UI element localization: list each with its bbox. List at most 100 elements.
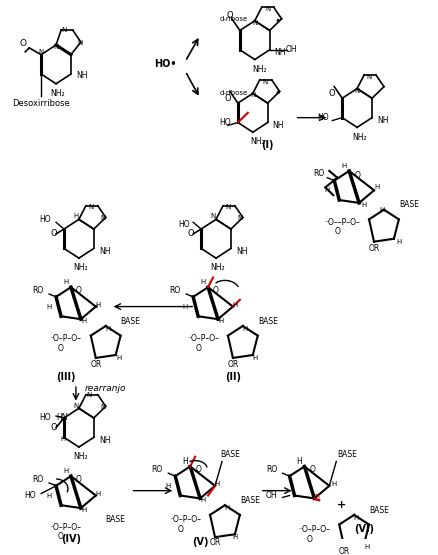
Text: H: H: [81, 318, 86, 324]
Text: H: H: [165, 483, 170, 489]
Text: +: +: [336, 500, 345, 510]
Text: H: H: [63, 468, 68, 475]
Text: •: •: [274, 88, 280, 98]
Text: H: H: [46, 492, 52, 498]
Text: N: N: [237, 215, 242, 221]
Text: O: O: [226, 12, 233, 21]
Text: NH: NH: [274, 48, 286, 57]
Text: ⁻O–P–O–: ⁻O–P–O–: [50, 334, 82, 343]
Text: O: O: [328, 89, 335, 98]
Text: OH: OH: [285, 46, 297, 54]
Text: HO•: HO•: [154, 59, 176, 69]
Text: H: H: [46, 304, 52, 310]
Text: H: H: [214, 481, 219, 487]
Text: RO: RO: [266, 465, 277, 474]
Text: NH₂: NH₂: [351, 133, 366, 142]
Text: O: O: [58, 344, 64, 353]
Text: H: H: [324, 188, 329, 193]
Text: OR: OR: [209, 537, 220, 547]
Text: NH: NH: [99, 247, 110, 256]
Text: N: N: [61, 27, 67, 33]
Text: Desoxirribose: Desoxirribose: [12, 99, 70, 108]
Text: RO: RO: [32, 286, 43, 295]
Text: HO: HO: [39, 413, 51, 422]
Text: H: H: [374, 184, 379, 190]
Text: H: H: [353, 515, 358, 521]
Text: BASE: BASE: [336, 450, 356, 460]
Text: N: N: [354, 88, 359, 94]
Text: N: N: [225, 204, 230, 210]
Text: N: N: [53, 44, 59, 50]
Text: OH: OH: [265, 491, 277, 500]
Text: O: O: [224, 94, 231, 103]
Text: H: H: [360, 202, 366, 208]
Text: N: N: [100, 405, 105, 410]
Text: H: H: [396, 239, 401, 245]
Text: O: O: [353, 171, 359, 180]
Text: O: O: [306, 534, 312, 543]
Text: O: O: [51, 229, 57, 239]
Text: H: H: [232, 534, 237, 540]
Text: HO: HO: [25, 491, 36, 500]
Text: NH₂: NH₂: [51, 89, 65, 98]
Text: H: H: [95, 301, 100, 307]
Text: H: H: [60, 436, 65, 442]
Text: OR: OR: [338, 547, 349, 555]
Text: BASE: BASE: [239, 496, 259, 505]
Text: BASE: BASE: [120, 316, 140, 326]
Text: H: H: [296, 457, 302, 466]
Text: N: N: [39, 49, 44, 55]
Text: H: H: [105, 326, 110, 332]
Text: O: O: [20, 38, 27, 48]
Text: N: N: [250, 92, 255, 98]
Text: NH: NH: [235, 247, 247, 256]
Text: H: H: [200, 279, 205, 285]
Text: HN: HN: [57, 413, 68, 422]
Text: RO: RO: [151, 465, 162, 474]
Text: H: H: [95, 491, 100, 497]
Text: O: O: [309, 465, 314, 474]
Text: ⁻O–P–O–: ⁻O–P–O–: [298, 525, 330, 534]
Text: H: H: [200, 497, 205, 503]
Text: NH₂: NH₂: [250, 138, 265, 147]
Text: HO: HO: [317, 113, 328, 122]
Text: NH: NH: [99, 436, 110, 445]
Text: H: H: [232, 301, 237, 307]
Text: RO: RO: [169, 286, 180, 295]
Text: NH: NH: [76, 72, 87, 80]
Text: N: N: [73, 403, 78, 410]
Text: O: O: [195, 344, 201, 353]
Text: O: O: [334, 228, 339, 236]
Text: NH₂: NH₂: [74, 452, 88, 461]
Text: •: •: [92, 301, 99, 311]
Text: •: •: [274, 16, 280, 26]
Text: RO: RO: [32, 475, 43, 483]
Text: H: H: [218, 318, 223, 324]
Text: O: O: [51, 423, 57, 432]
Text: OR: OR: [367, 244, 379, 253]
Text: H: H: [331, 481, 336, 487]
Text: NH₂: NH₂: [210, 263, 225, 273]
Text: BASE: BASE: [257, 316, 277, 326]
Text: (IV): (IV): [61, 534, 81, 544]
Text: H: H: [81, 507, 86, 513]
Text: H: H: [224, 505, 229, 511]
Text: O: O: [76, 475, 81, 483]
Text: H: H: [63, 279, 68, 285]
Text: O: O: [76, 286, 81, 295]
Text: H: H: [116, 355, 121, 361]
Text: NH₂: NH₂: [252, 65, 266, 74]
Text: H: H: [378, 206, 384, 213]
Text: ⁻O–P–O–: ⁻O–P–O–: [187, 334, 219, 343]
Text: OR: OR: [227, 360, 238, 369]
Text: d-ribose: d-ribose: [219, 16, 247, 22]
Text: (I): (I): [261, 140, 273, 150]
Text: H: H: [182, 457, 187, 466]
Text: N: N: [366, 74, 371, 80]
Text: BASE: BASE: [219, 450, 239, 460]
Text: (III): (III): [56, 372, 76, 382]
Text: H: H: [182, 304, 187, 310]
Text: RO: RO: [312, 169, 324, 178]
Text: O: O: [212, 286, 219, 295]
Text: (II): (II): [224, 372, 240, 382]
